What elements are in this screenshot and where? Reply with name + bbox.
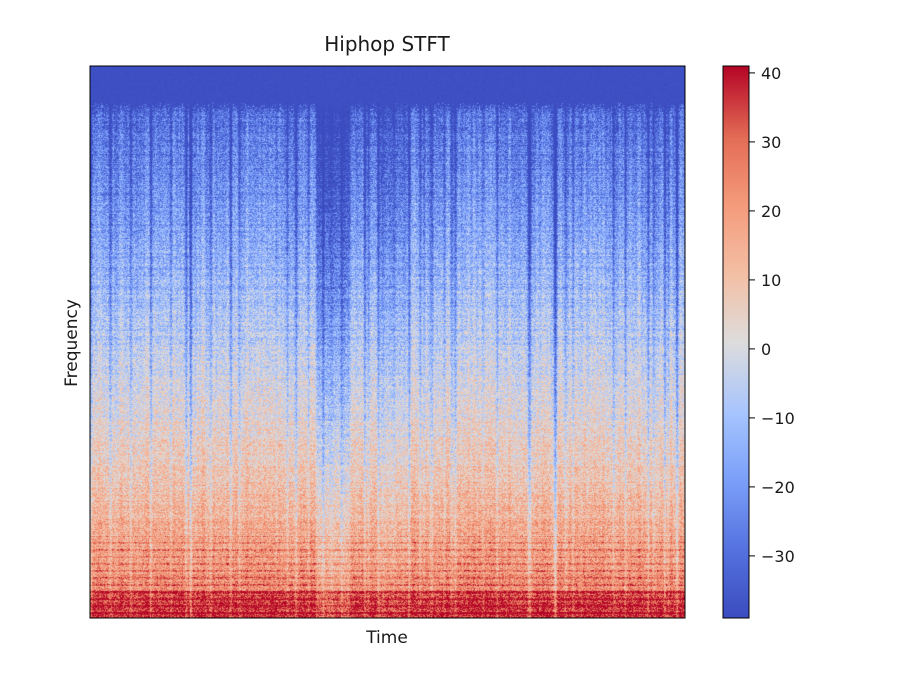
colorbar: 40 30 20 10 0 −10 −20 −30 xyxy=(722,64,795,619)
colorbar-tick-label: 40 xyxy=(761,64,781,83)
colorbar-tick-label: −10 xyxy=(761,409,795,428)
colorbar-tick-label: 0 xyxy=(761,340,771,359)
plot-frame xyxy=(89,65,686,619)
colorbar-tick-label: 20 xyxy=(761,202,781,221)
colorbar-tick-label: 30 xyxy=(761,133,781,152)
spectrogram-heatmap xyxy=(90,66,685,618)
y-axis-label: Frequency xyxy=(62,299,82,387)
colorbar-tick-label: −30 xyxy=(761,547,795,566)
colorbar-gradient xyxy=(722,65,750,619)
colorbar-tick-label: −20 xyxy=(761,478,795,497)
x-axis-label: Time xyxy=(365,628,408,648)
colorbar-ticks: 40 30 20 10 0 −10 −20 −30 xyxy=(749,64,795,566)
colorbar-tick-label: 10 xyxy=(761,271,781,290)
chart-title: Hiphop STFT xyxy=(324,32,450,56)
spectrogram-plot-area xyxy=(89,65,686,619)
